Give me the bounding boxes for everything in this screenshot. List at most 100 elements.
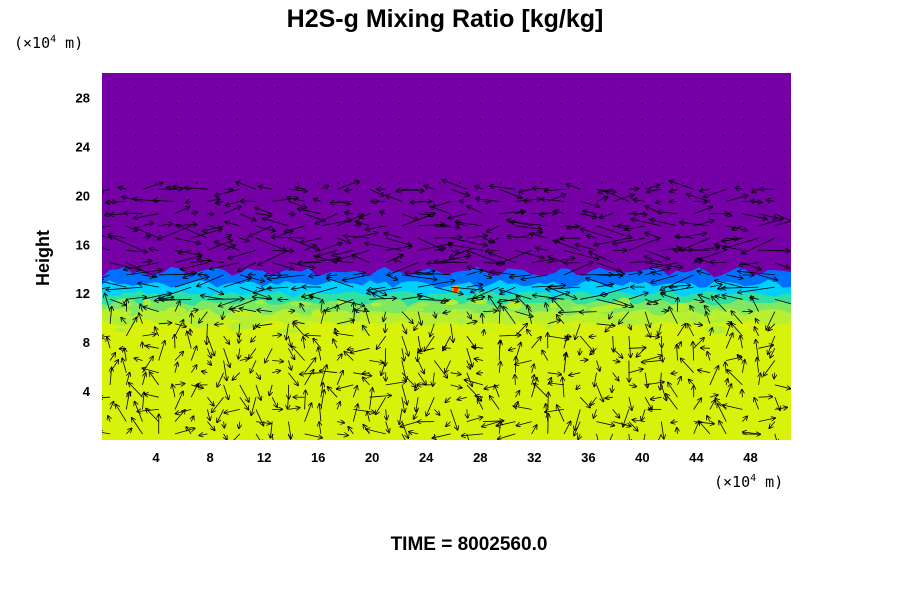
wind-vector — [714, 281, 743, 288]
calm-point — [398, 102, 400, 105]
calm-point — [195, 102, 198, 105]
wind-vector — [576, 385, 580, 390]
wind-vector — [455, 222, 484, 227]
wind-vector — [596, 275, 623, 276]
wind-vector — [739, 262, 759, 266]
wind-vector — [385, 382, 407, 386]
wind-vector — [223, 348, 231, 367]
wind-vector — [450, 237, 488, 246]
field-texture — [232, 321, 255, 330]
wind-vector — [137, 409, 159, 411]
calm-point — [135, 87, 137, 89]
wind-vector — [402, 348, 404, 361]
y-tick-labels: 4 8 12 16 20 24 28 — [76, 91, 91, 400]
calm-point — [662, 182, 664, 184]
wind-vector — [211, 396, 224, 413]
wind-vector — [547, 373, 562, 375]
wind-vector — [516, 296, 532, 312]
calm-point — [317, 134, 319, 136]
calm-point — [236, 87, 238, 89]
wind-vector — [106, 286, 143, 290]
wind-vector — [401, 433, 406, 440]
wind-vector — [288, 201, 306, 208]
wind-vector — [510, 275, 532, 277]
wind-vector — [268, 274, 305, 279]
wind-vector — [239, 308, 257, 312]
wind-vector — [563, 250, 599, 259]
wind-vector — [401, 384, 407, 405]
wind-vector — [693, 338, 705, 349]
calm-point — [722, 134, 725, 136]
wind-vector — [394, 259, 403, 263]
calm-point — [135, 134, 137, 136]
wind-vector — [487, 225, 500, 232]
wind-vector — [124, 348, 126, 361]
wind-vector — [271, 397, 277, 407]
wind-vector — [531, 337, 542, 349]
wind-vector — [125, 372, 129, 386]
wind-vector — [752, 189, 759, 192]
calm-point — [682, 87, 684, 89]
wind-vector — [207, 361, 211, 366]
wind-vector — [723, 405, 743, 410]
y-tick-label: 16 — [76, 237, 90, 252]
wind-vector — [628, 293, 648, 300]
wind-vector — [418, 243, 452, 251]
wind-vector — [489, 186, 516, 190]
wind-vector — [698, 370, 710, 373]
wind-vector — [124, 262, 159, 270]
wind-vector — [255, 384, 261, 400]
wind-vector — [466, 417, 483, 422]
y-tick-label: 12 — [76, 286, 90, 301]
wind-vector — [217, 372, 224, 387]
wind-vector — [336, 370, 343, 386]
wind-vector — [750, 201, 759, 202]
wind-vector — [417, 294, 435, 300]
calm-point — [378, 134, 380, 136]
wind-vector — [400, 421, 419, 427]
wind-vector — [172, 384, 175, 398]
wind-vector — [671, 422, 678, 423]
wind-vector — [766, 200, 775, 202]
calm-point — [439, 150, 441, 152]
wind-vector — [687, 194, 711, 202]
calm-point — [378, 166, 380, 168]
calm-point — [763, 166, 765, 168]
wind-vector — [515, 225, 542, 229]
wind-vector — [258, 186, 273, 189]
calm-point — [540, 134, 542, 136]
field-texture — [255, 300, 265, 305]
wind-vector — [348, 427, 354, 435]
calm-point — [256, 134, 258, 136]
wind-vector — [214, 188, 240, 195]
calm-point — [479, 182, 481, 184]
wind-vector — [417, 360, 424, 374]
wind-vector — [224, 433, 228, 440]
calm-point — [195, 118, 198, 121]
wind-vector — [384, 233, 403, 239]
calm-point — [479, 102, 481, 105]
calm-point — [743, 182, 745, 184]
wind-vector — [457, 397, 467, 400]
wind-vector — [450, 373, 462, 375]
calm-point — [621, 166, 623, 168]
wind-vector — [355, 221, 370, 227]
calm-point — [317, 118, 319, 121]
wind-vector — [199, 434, 208, 436]
wind-vector — [353, 409, 375, 412]
wind-vector — [174, 277, 209, 288]
calm-point — [135, 102, 137, 105]
field-texture — [142, 298, 152, 306]
wind-vector — [555, 210, 565, 213]
wind-vector — [126, 270, 162, 276]
wind-vector — [126, 428, 132, 435]
wind-vector — [629, 335, 631, 358]
wind-vector — [363, 325, 370, 337]
wind-vector — [769, 421, 776, 429]
calm-point — [580, 182, 583, 184]
wind-vector — [466, 270, 483, 276]
wind-vector — [707, 416, 710, 422]
wind-vector — [471, 286, 484, 292]
wind-vector — [508, 348, 516, 350]
calm-point — [398, 150, 400, 152]
